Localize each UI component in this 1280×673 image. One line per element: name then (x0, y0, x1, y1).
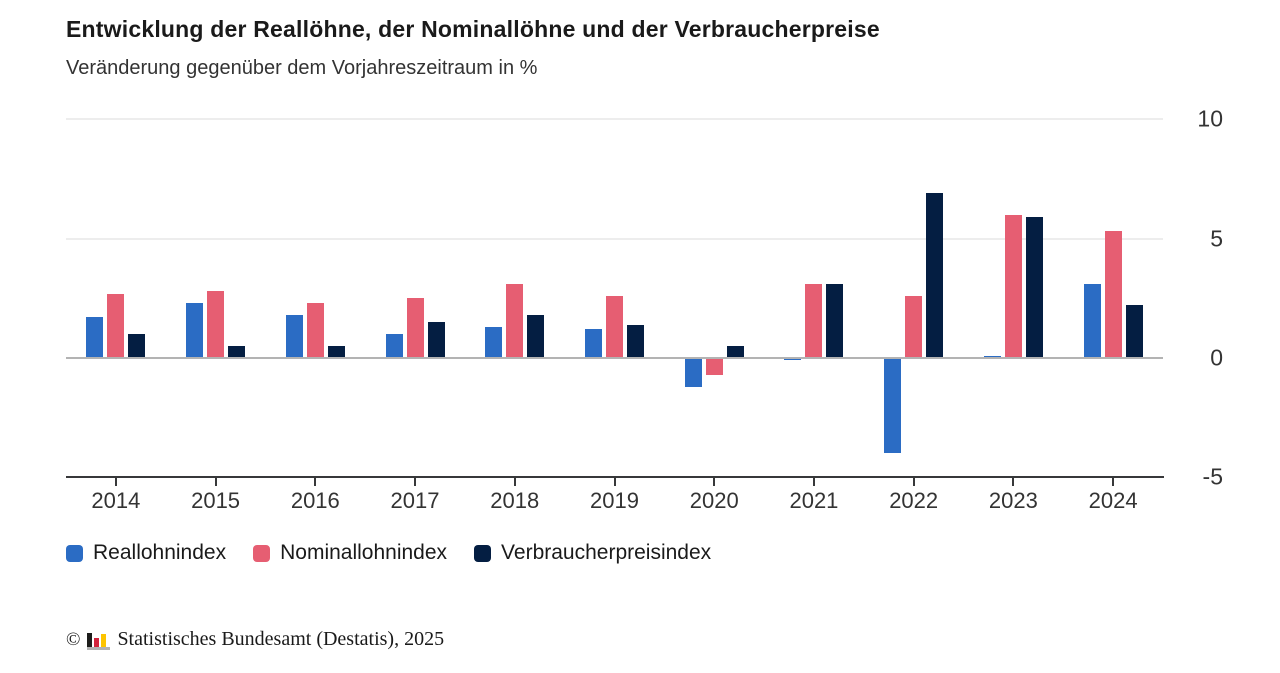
x-tick-label: 2017 (390, 488, 440, 514)
x-tick-label: 2015 (191, 488, 241, 514)
x-tick-mark (513, 478, 516, 487)
bar-reallohnindex-2018[interactable] (485, 326, 503, 358)
bar-nominallohnindex-2017[interactable] (406, 298, 424, 358)
bar-reallohnindex-2022[interactable] (884, 358, 902, 454)
x-tick-mark (613, 478, 616, 487)
zero-gridline (66, 357, 1163, 359)
bar-verbraucherpreisindex-2018[interactable] (527, 315, 545, 358)
x-tick-mark (214, 478, 217, 487)
bar-reallohnindex-2021[interactable] (784, 358, 802, 361)
bar-nominallohnindex-2022[interactable] (905, 295, 923, 358)
bar-verbraucherpreisindex-2022[interactable] (926, 193, 944, 358)
bar-reallohnindex-2020[interactable] (684, 358, 702, 387)
bar-reallohnindex-2016[interactable] (285, 315, 303, 358)
chart-title: Entwicklung der Reallöhne, der Nominallö… (66, 16, 880, 42)
x-tick-mark (114, 478, 117, 487)
x-tick-label: 2022 (889, 488, 939, 514)
gridline (66, 118, 1163, 121)
bar-nominallohnindex-2021[interactable] (805, 284, 823, 358)
legend-item-nominallohnindex[interactable]: Nominallohnindex (253, 541, 447, 565)
legend-label: Verbraucherpreisindex (501, 541, 712, 564)
bar-nominallohnindex-2023[interactable] (1004, 214, 1022, 358)
x-tick-mark (1012, 478, 1015, 487)
x-tick-mark (314, 478, 317, 487)
x-tick-mark (713, 478, 716, 487)
copyright-symbol: © (66, 629, 81, 650)
x-tick-mark (1112, 478, 1115, 487)
bar-reallohnindex-2015[interactable] (186, 303, 204, 358)
source-text: Statistisches Bundesamt (Destatis), 2025 (117, 628, 445, 650)
bar-reallohnindex-2019[interactable] (585, 329, 602, 358)
x-tick-mark (414, 478, 417, 487)
bar-nominallohnindex-2020[interactable] (705, 358, 723, 375)
bar-nominallohnindex-2016[interactable] (306, 303, 324, 358)
bar-verbraucherpreisindex-2014[interactable] (128, 334, 146, 358)
bar-reallohnindex-2024[interactable] (1083, 284, 1101, 358)
bar-verbraucherpreisindex-2020[interactable] (726, 346, 744, 358)
legend-label: Reallohnindex (93, 541, 227, 564)
x-tick-label: 2016 (290, 488, 340, 514)
bar-verbraucherpreisindex-2023[interactable] (1025, 217, 1043, 358)
legend-item-verbraucherpreisindex[interactable]: Verbraucherpreisindex (474, 541, 711, 565)
x-tick-label: 2023 (988, 488, 1038, 514)
bar-nominallohnindex-2018[interactable] (506, 284, 524, 358)
bar-verbraucherpreisindex-2024[interactable] (1125, 305, 1143, 358)
verbraucherpreisindex-swatch-icon (474, 544, 492, 562)
bar-verbraucherpreisindex-2015[interactable] (228, 346, 246, 358)
legend: Reallohnindex Nominallohnindex Verbrauch… (66, 541, 711, 565)
bar-reallohnindex-2023[interactable] (983, 355, 1001, 358)
source-line: © Statistisches Bundesamt (Destatis), 20… (66, 628, 444, 651)
chart-subtitle: Veränderung gegenüber dem Vorjahreszeitr… (66, 57, 538, 79)
bar-nominallohnindex-2014[interactable] (107, 293, 125, 358)
x-axis-line (66, 476, 1164, 479)
bar-nominallohnindex-2024[interactable] (1104, 231, 1122, 358)
bar-verbraucherpreisindex-2021[interactable] (826, 284, 844, 358)
y-tick-label: -5 (1202, 463, 1223, 490)
nominallohnindex-swatch-icon (253, 544, 271, 562)
x-tick-mark (912, 478, 915, 487)
x-tick-mark (812, 478, 815, 487)
bar-nominallohnindex-2015[interactable] (207, 291, 225, 358)
bar-reallohnindex-2017[interactable] (385, 334, 403, 358)
x-tick-label: 2024 (1088, 488, 1138, 514)
x-tick-label: 2020 (689, 488, 739, 514)
x-tick-label: 2021 (789, 488, 839, 514)
reallohnindex-swatch-icon (66, 544, 83, 562)
legend-label: Nominallohnindex (280, 541, 448, 564)
x-tick-label: 2014 (91, 488, 141, 514)
destatis-logo-icon (87, 630, 111, 651)
x-tick-label: 2018 (490, 488, 540, 514)
bar-verbraucherpreisindex-2016[interactable] (327, 346, 345, 358)
y-tick-label: 10 (1197, 105, 1223, 132)
bar-verbraucherpreisindex-2017[interactable] (427, 322, 445, 358)
x-tick-label: 2019 (590, 488, 639, 514)
bar-verbraucherpreisindex-2019[interactable] (627, 324, 644, 358)
bar-reallohnindex-2014[interactable] (86, 317, 104, 358)
bar-nominallohnindex-2019[interactable] (606, 295, 623, 358)
legend-item-reallohnindex[interactable]: Reallohnindex (66, 541, 226, 565)
gridline (66, 237, 1163, 240)
y-tick-label: 5 (1210, 225, 1223, 252)
y-tick-label: 0 (1210, 344, 1223, 371)
